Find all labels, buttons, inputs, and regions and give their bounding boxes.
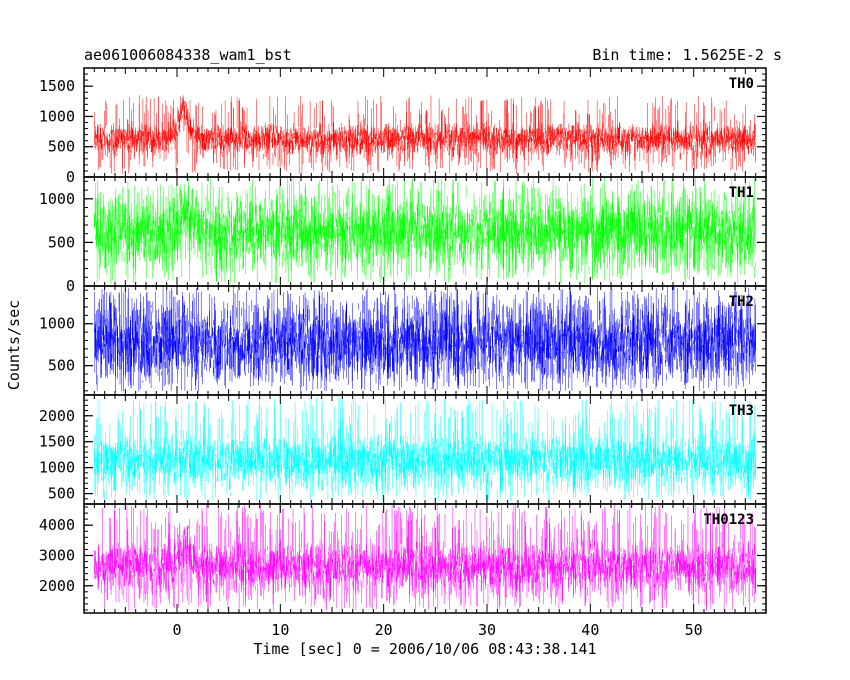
series-th2 xyxy=(94,286,756,392)
panel-th0123: 2000 3000 4000 TH0123 xyxy=(39,503,767,614)
x-tick-label: 20 xyxy=(375,621,393,639)
x-tick-label: 0 xyxy=(172,621,181,639)
y-tick-label: 2000 xyxy=(39,577,75,595)
y-tick-label: 500 xyxy=(48,357,75,375)
y-tick-label: 500 xyxy=(48,485,75,503)
series-th3 xyxy=(94,397,756,502)
series-th0 xyxy=(94,95,756,174)
y-axis-label: Counts/sec xyxy=(5,300,23,390)
x-tick-label: 40 xyxy=(581,621,599,639)
y-tick-label: 1000 xyxy=(39,190,75,208)
panel-label-th2: TH2 xyxy=(729,294,754,310)
y-tick-label: 1500 xyxy=(39,433,75,451)
bin-time-label: Bin time: 1.5625E-2 s xyxy=(592,46,782,64)
panel-label-th3: TH3 xyxy=(729,403,754,419)
panel-th1: 0 500 1000 TH1 xyxy=(39,176,767,295)
y-tick-label: 0 xyxy=(66,277,75,295)
y-tick-label: 2000 xyxy=(39,407,75,425)
panel-label-th1: TH1 xyxy=(729,185,754,201)
y-tick-label: 0 xyxy=(66,168,75,186)
y-tick-label: 1500 xyxy=(39,77,75,95)
x-axis-label: Time [sec] 0 = 2006/10/06 08:43:38.141 xyxy=(253,640,596,658)
series-th0123 xyxy=(94,504,756,612)
panel-th3: 500 1000 1500 2000 TH3 xyxy=(39,394,767,505)
y-tick-label: 500 xyxy=(48,138,75,156)
x-tick-label: 50 xyxy=(685,621,703,639)
y-tick-label: 1000 xyxy=(39,107,75,125)
y-tick-label: 500 xyxy=(48,233,75,251)
panel-th0: 0 500 1000 1500 TH0 xyxy=(39,67,767,186)
series-th1 xyxy=(94,177,756,285)
y-tick-label: 3000 xyxy=(39,546,75,564)
panel-th2: 500 1000 TH2 xyxy=(39,285,767,396)
y-tick-label: 4000 xyxy=(39,516,75,534)
y-tick-label: 1000 xyxy=(39,315,75,333)
chart-title: ae061006084338_wam1_bst xyxy=(84,46,292,64)
panel-label-th0: TH0 xyxy=(729,76,754,92)
y-tick-label: 1000 xyxy=(39,459,75,477)
x-tick-label: 30 xyxy=(478,621,496,639)
panel-label-th0123: TH0123 xyxy=(703,512,754,528)
x-tick-label: 10 xyxy=(271,621,289,639)
panel-frame xyxy=(83,67,767,178)
